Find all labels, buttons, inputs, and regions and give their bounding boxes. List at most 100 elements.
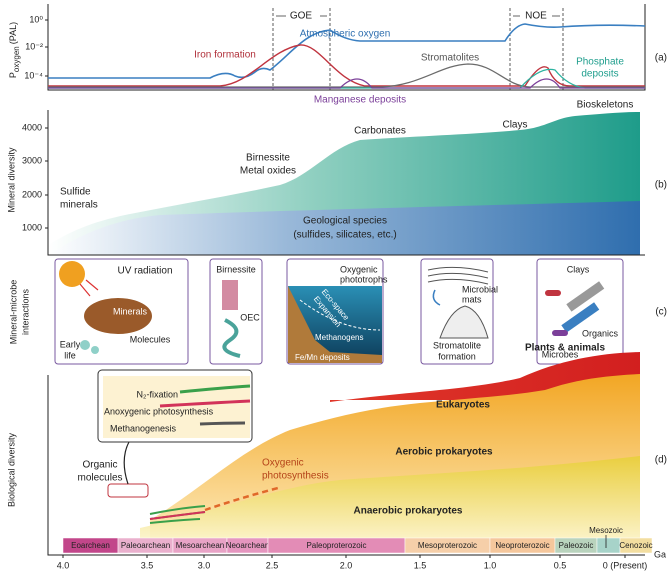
phosphate-line [48,68,645,89]
plants-label: Plants & animals [525,343,605,354]
card-text: formation [438,351,476,361]
birnessite-label: Birnessite [246,153,290,164]
geological-species-area [48,201,640,255]
y-tick-label: 1000 [22,222,42,232]
card-text: Microbial [462,284,498,294]
eon-bar: Eoarchean Paleoarchean Mesoarchean Neoarche… [62,526,653,554]
card-text: Methanogens [315,333,363,342]
sediment [288,286,382,363]
sun-icon [59,261,85,287]
iron-formation-label: Iron formation [194,50,256,61]
eon-label: Neoarchean [226,541,270,550]
stromatolites-line [48,63,645,88]
y-label-main: P [8,72,18,78]
eon-label: Neoproterozoic [495,541,549,550]
y-tick-label: 3000 [22,155,42,165]
organic-label: Organic [82,460,117,471]
bioskeletons-label: Bioskeletons [577,100,634,111]
manganese-line [48,78,645,89]
y-tick-label: 10⁰ [29,14,43,24]
x-unit-label: Ga [654,549,666,559]
anaerobic-area [140,456,640,538]
x-tick-label: 0 (Present) [603,560,648,570]
x-tick-label: 4.0 [57,560,70,570]
eon-label: Eoarchean [71,541,110,550]
inset-text: Methanogenesis [110,423,177,433]
atmospheric-oxygen-label: Atmospheric oxygen [300,29,391,40]
atmospheric-oxygen-line [48,23,646,79]
axis-frame [47,4,646,91]
card-text: phototrophs [340,274,388,284]
card-text: Birnessite [216,264,256,274]
clay-icon [566,281,605,312]
panel-label: (d) [655,455,667,466]
geological-label: Geological species [303,216,387,227]
x-tick-label: 3.5 [141,560,154,570]
card-text: Early [60,339,81,349]
card-text: life [64,350,76,360]
card-text: Stromatolite [433,340,481,350]
eukaryotes-label: Eukaryotes [436,400,490,411]
event-label: GOE [290,11,313,22]
card-text: Oxygenic [340,264,378,274]
phosphate-label: Phosphate [576,57,624,68]
cell-icon [91,346,99,354]
eon-label: Paleozoic [559,541,594,550]
sulfide-label: minerals [60,200,98,211]
inset-line [179,384,251,394]
stromatolite-icon [439,305,489,339]
x-axis: 4.0 3.5 3.0 2.5 2.0 1.5 1.0 0.5 0 (Present) Ga [57,549,666,570]
y-axis-label: Mineral diversity [6,147,16,213]
x-tick-label: 1.5 [414,560,427,570]
card-text: OEC [240,312,260,322]
protein-icon [222,318,241,358]
panel-label: (c) [655,307,667,318]
panel-a: 10⁰ 10⁻² 10⁻⁴ Poxygen (PAL) GOE NOE Atmos… [8,4,667,106]
y-axis-label: Poxygen (PAL) [8,22,21,78]
eon-label: Mesoproterozoic [418,541,477,550]
y-axis-label: Biological diversity [6,432,16,507]
inset-text: N₂-fixation [136,389,178,399]
y-tick-label: 10⁻² [25,41,43,51]
microbe-icon [552,330,568,336]
inset-text: Anoxygenic photosynthesis [104,406,214,416]
eon-label: Cenozoic [619,541,652,550]
cell-icon [80,340,90,350]
clays-label: Clays [502,120,527,131]
uv-rays [79,279,99,297]
x-tick-label: 2.5 [266,560,279,570]
y-tick-label: 10⁻⁴ [24,70,43,80]
axis [47,375,645,556]
y-label-sub: oxygen [12,46,21,72]
eon-label: Paleoproterozoic [306,541,366,550]
oxygenic-label: Oxygenic [262,458,304,469]
mat-icon [427,266,489,285]
anaerobic-label: Anaerobic prokaryotes [354,506,463,517]
stromatolites-label: Stromatolites [421,53,479,64]
panel-d: N₂-fixation Anoxygenic photosynthesis Me… [6,343,667,571]
x-tick-label: 1.0 [484,560,497,570]
manganese-label: Manganese deposits [314,95,406,106]
card-text: Minerals [113,306,148,316]
panel-label: (a) [655,53,667,64]
y-tick-label: 2000 [22,189,42,199]
lineage-lines [149,511,206,520]
panel-label: (b) [655,180,667,191]
inset-line [199,421,246,426]
eon-label: Paleoarchean [121,541,170,550]
inset-line [159,399,251,408]
oxygenic-label: photosynthesis [262,471,329,482]
axis [47,110,645,256]
birnessite-label: Metal oxides [240,166,296,177]
eon-segment [596,537,621,554]
mineral-icon [222,280,238,310]
y-label-unit: (PAL) [8,22,18,44]
event-label: NOE [525,11,547,22]
y-axis-label: Mineral-microbe [8,280,18,345]
card-text: Clays [567,264,590,274]
carbonates-label: Carbonates [354,126,406,137]
microbe-icon [545,290,561,296]
eon-segment [619,537,653,554]
y-axis-label: interactions [20,288,30,335]
card-text: Fe/Mn deposits [295,353,350,362]
